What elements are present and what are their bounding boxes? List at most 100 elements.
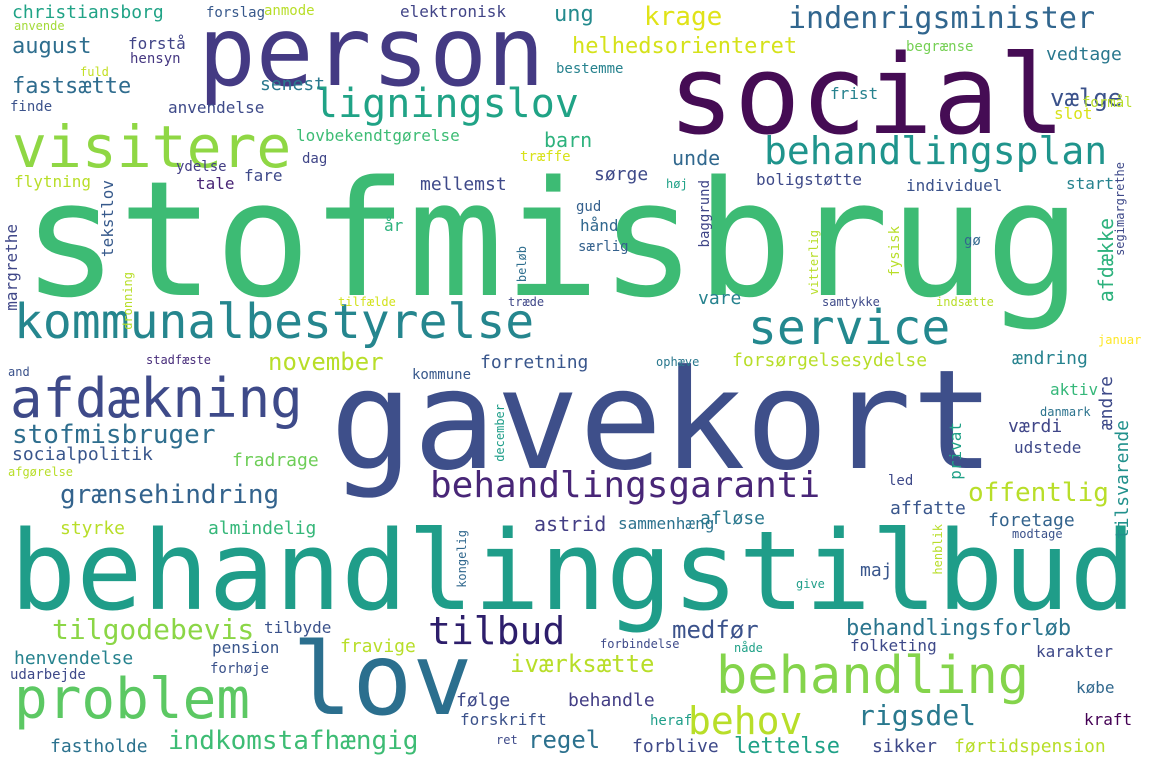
word: udarbejde: [10, 667, 86, 683]
word: indsætte: [936, 295, 994, 309]
word: mellemst: [420, 174, 507, 195]
word: behandlingsplan: [764, 129, 1108, 173]
word: bestemme: [556, 61, 624, 77]
word: visitere: [12, 113, 292, 181]
word: værdi: [1008, 416, 1063, 437]
word: januar: [1098, 333, 1142, 347]
word: helhedsorienteret: [572, 34, 798, 59]
word: træde: [508, 295, 545, 309]
word: forsørgelsesydelse: [732, 350, 928, 371]
word: elektronisk: [400, 2, 506, 21]
word: afløse: [700, 508, 766, 529]
word: ændring: [1012, 348, 1088, 369]
word: fare: [244, 166, 283, 185]
word: aktiv: [1050, 380, 1099, 399]
word: finde: [10, 99, 53, 115]
word: august: [12, 34, 92, 59]
word: senest: [260, 74, 326, 95]
word: ydelse: [176, 159, 227, 175]
word: fradrage: [232, 450, 319, 471]
word: kommune: [412, 367, 472, 383]
word: and: [8, 365, 30, 379]
word: ligningslov: [314, 81, 579, 127]
word: lovbekendtgørelse: [296, 126, 460, 145]
word: slot: [1054, 104, 1093, 123]
word: almindelig: [208, 518, 317, 539]
word: danmark: [1040, 405, 1091, 419]
word: give: [796, 577, 825, 591]
word: lov: [292, 621, 473, 738]
word: folketing: [850, 636, 937, 655]
word: individuel: [906, 176, 1003, 195]
word: kommunalbestyrelse: [14, 294, 535, 350]
word: frist: [830, 84, 879, 103]
word: fuld: [80, 65, 109, 79]
word: social: [668, 31, 1066, 159]
word: tilbyde: [264, 618, 332, 637]
word: gø: [964, 233, 981, 249]
word: flytning: [14, 172, 92, 191]
word: anvendelse: [168, 98, 265, 117]
word: forblive: [632, 736, 719, 757]
word: henblik: [931, 524, 945, 575]
word: medfør: [672, 616, 759, 644]
word: behandlingstilbud: [10, 507, 1136, 635]
word: boligstøtte: [756, 170, 862, 189]
word: dag: [302, 151, 328, 167]
word: samtykke: [822, 295, 880, 309]
word: sørge: [594, 164, 649, 185]
word: offentlig: [968, 478, 1109, 508]
word: udstede: [1014, 438, 1082, 457]
word: barn: [544, 128, 593, 152]
word: lettelse: [734, 734, 840, 759]
word: modtage: [1012, 527, 1063, 541]
word: sikker: [872, 736, 938, 757]
word: behandle: [568, 690, 655, 711]
word: gavekort: [330, 340, 995, 501]
word: tilbud: [428, 609, 566, 653]
word: problem: [14, 667, 251, 732]
word: formål: [1082, 95, 1133, 111]
word: vedtage: [1046, 44, 1122, 65]
word: segimargrethe: [1113, 162, 1127, 256]
word: iværksætte: [510, 650, 655, 678]
word: baggrund: [697, 180, 713, 248]
word: forbindelse: [600, 637, 680, 651]
word: person: [198, 0, 545, 108]
word: førtidspension: [954, 736, 1106, 757]
word: behandlingsgaranti: [430, 465, 821, 506]
word: anmode: [264, 3, 315, 19]
word: regel: [528, 726, 601, 754]
word: foretage: [988, 510, 1075, 531]
word: privat: [946, 422, 965, 480]
word: behandling: [716, 646, 1030, 706]
word: heraf: [650, 713, 693, 729]
word: afdækning: [10, 367, 303, 430]
word: tekstlov: [98, 180, 117, 258]
word: træffe: [520, 149, 571, 165]
word: socialpolitik: [12, 444, 153, 465]
word: krage: [644, 2, 723, 32]
word: indenrigsminister: [788, 1, 1096, 36]
word: maj: [860, 560, 893, 581]
word: stofmisbruger: [12, 420, 216, 450]
word: fravige: [340, 636, 416, 657]
word: købe: [1076, 678, 1115, 697]
word: afgørelse: [8, 465, 74, 479]
word: vare: [698, 288, 742, 309]
word: sammenhæng: [618, 514, 715, 533]
word: ret: [496, 733, 518, 747]
word: særlig: [578, 239, 629, 255]
word: forhøje: [210, 661, 270, 677]
word: kongelig: [455, 530, 469, 588]
word: margrethe: [2, 224, 21, 311]
word: service: [748, 300, 951, 356]
word: karakter: [1036, 642, 1114, 661]
word: november: [268, 348, 384, 376]
word: ung: [554, 2, 594, 27]
word: ophæve: [656, 355, 700, 369]
word: begrænse: [906, 39, 974, 55]
word: nåde: [734, 641, 763, 655]
word: beløb: [515, 246, 529, 283]
